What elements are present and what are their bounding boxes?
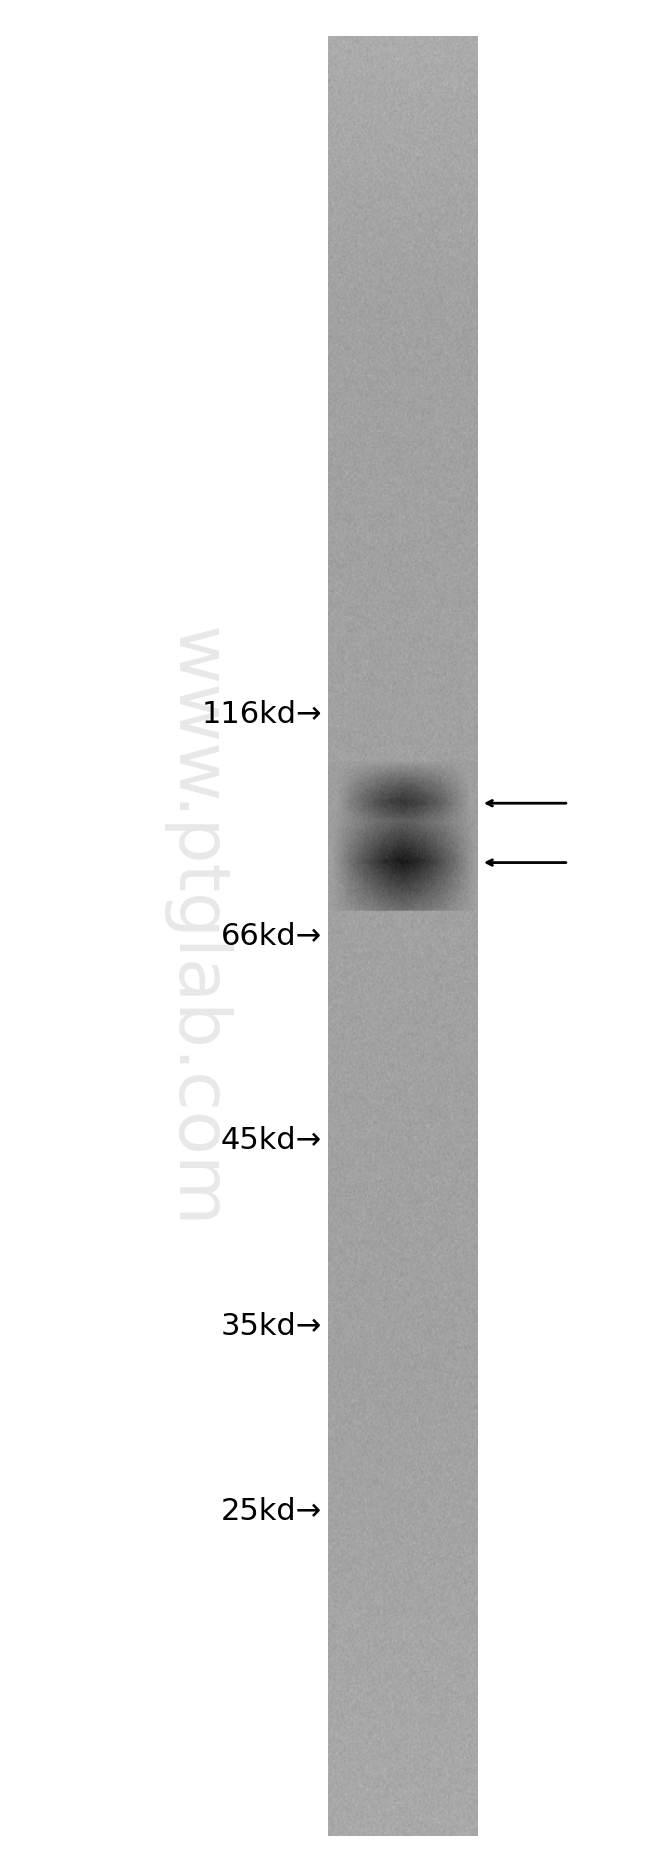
Text: 45kd→: 45kd→ <box>220 1126 322 1156</box>
Text: 35kd→: 35kd→ <box>220 1311 322 1341</box>
Text: 66kd→: 66kd→ <box>220 922 322 952</box>
Text: 25kd→: 25kd→ <box>220 1497 322 1527</box>
Text: www.ptglab.com: www.ptglab.com <box>161 627 229 1228</box>
Text: 116kd→: 116kd→ <box>202 699 322 729</box>
